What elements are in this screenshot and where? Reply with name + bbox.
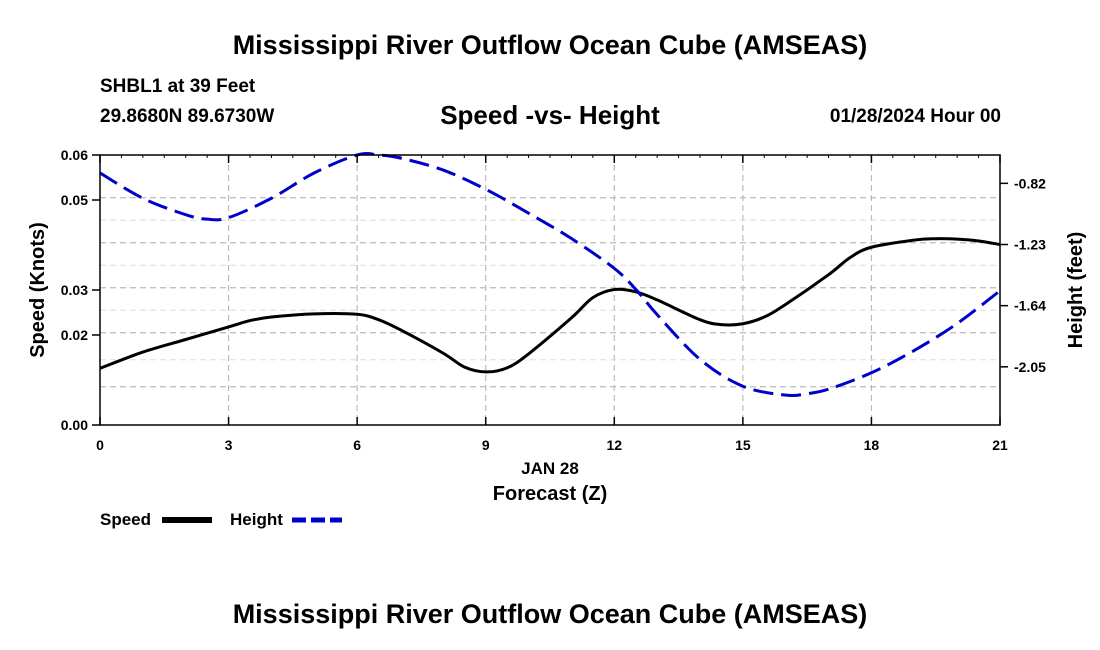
y-right-tick-label: -2.05: [1014, 359, 1046, 375]
y-left-tick-label: 0.02: [61, 327, 88, 343]
series-layer: [99, 152, 1001, 398]
legend-speed-label: Speed: [100, 510, 152, 529]
series-line-height: [99, 152, 1001, 398]
x-tick-label: 6: [353, 437, 361, 453]
y-right-tick-label: -1.64: [1014, 298, 1046, 314]
chart-title: Mississippi River Outflow Ocean Cube (AM…: [232, 30, 868, 60]
grid-lines: [100, 155, 1000, 425]
y-left-tick-label: 0.05: [61, 192, 88, 208]
x-tick-label: 0: [96, 437, 104, 453]
plot-frame: [99, 154, 1001, 426]
chart-subtitle: Speed -vs- Height: [440, 100, 660, 130]
y-right-tick-label: -1.23: [1014, 237, 1046, 253]
forecast-datetime: 01/28/2024 Hour 00: [829, 106, 1001, 127]
x-tick-label: 21: [992, 437, 1008, 453]
x-tick-label: 9: [482, 437, 490, 453]
x-axis-date-label: JAN 28: [521, 459, 579, 478]
station-label: SHBL1 at 39 Feet: [100, 76, 256, 97]
y-left-tick-label: 0.06: [61, 147, 88, 163]
x-tick-label: 3: [225, 437, 233, 453]
legend-height-label: Height: [230, 510, 283, 529]
coordinates-label: 29.8680N 89.6730W: [100, 106, 275, 127]
y-left-tick-label: 0.00: [61, 417, 88, 433]
x-tick-label: 18: [864, 437, 880, 453]
y-right-tick-label: -0.82: [1014, 175, 1046, 191]
series-line-speed: [99, 237, 1001, 374]
x-tick-label: 15: [735, 437, 751, 453]
y-left-tick-label: 0.03: [61, 282, 88, 298]
axes: 0 3 6 9 12 15 18 21 0.00 0.02 0.03 0.05 0.06 -0.82 -1.…: [61, 147, 1046, 453]
x-axis-label: Forecast (Z): [493, 483, 607, 505]
footer-title: Mississippi River Outflow Ocean Cube (AM…: [232, 599, 868, 629]
y-axis-left-label: Speed (Knots): [27, 222, 49, 358]
y-axis-right-label: Height (feet): [1065, 232, 1087, 349]
x-tick-label: 12: [606, 437, 622, 453]
